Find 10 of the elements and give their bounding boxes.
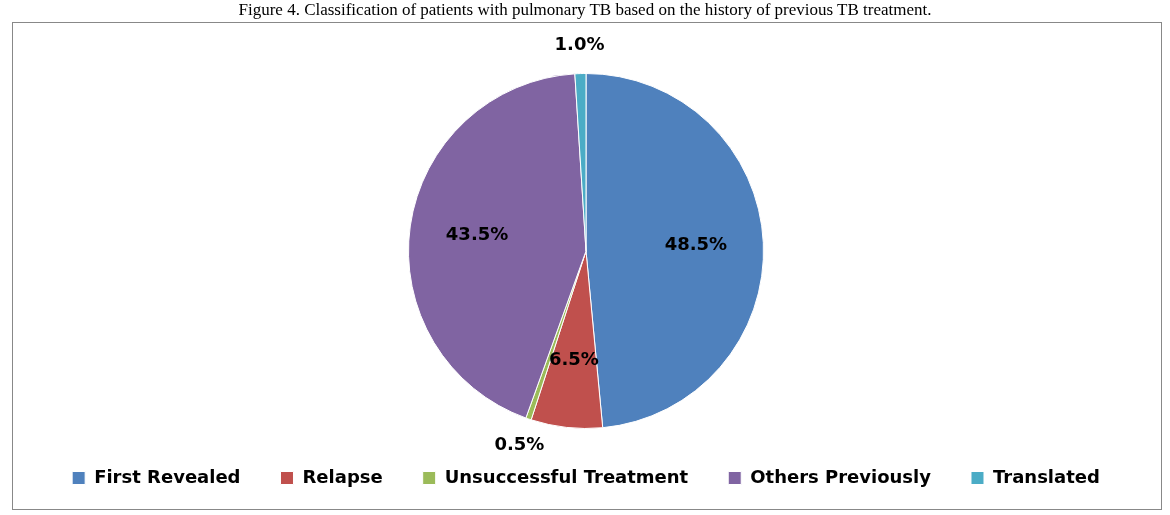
- data-label: 43.5%: [445, 223, 509, 245]
- legend-label: Translated: [992, 465, 1100, 487]
- legend-label: Others Previously: [750, 465, 932, 487]
- data-label: 48.5%: [664, 233, 728, 255]
- legend-label: Relapse: [302, 465, 383, 487]
- data-label: 0.5%: [494, 433, 545, 455]
- data-label: 1.0%: [554, 33, 605, 55]
- legend-label: First Revealed: [94, 465, 241, 487]
- chart-title: Figure 4. Classification of patients with pulmonary TB based on the history of previous TB treatment.: [237, 0, 933, 20]
- legend-label: Unsuccessful Treatment: [444, 465, 689, 487]
